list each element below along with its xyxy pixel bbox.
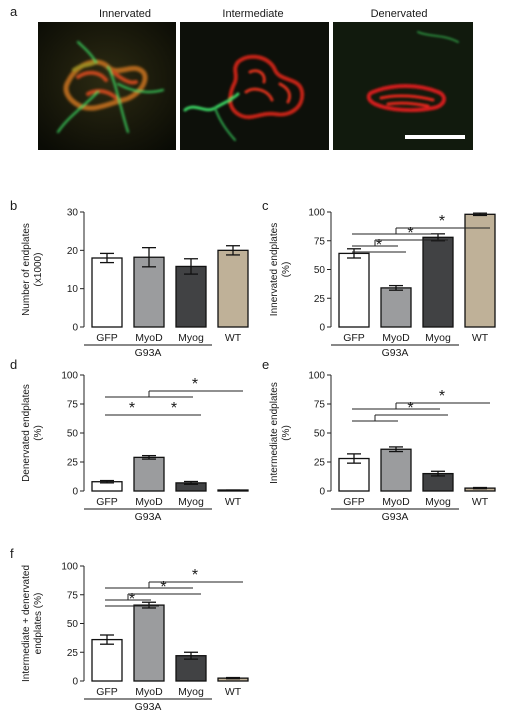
group-label-f: G93A [135,701,162,713]
category-label-f-3: WT [225,686,242,698]
scale-bar [405,135,465,139]
category-label-e-1: MyoD [382,496,410,508]
panel-letter-e: e [262,357,269,372]
y-axis-label-c-1: (%) [281,262,292,278]
y-tick-label-b-30: 30 [67,208,79,219]
y-tick-label-d-0: 0 [72,487,78,498]
y-tick-label-d-25: 25 [67,458,79,469]
bar-d-myod [133,456,165,492]
category-label-d-0: GFP [96,496,118,508]
bar-b-gfp [91,257,123,328]
group-label-c: G93A [382,347,409,359]
y-tick-label-b-0: 0 [72,323,78,334]
panel-letter-d: d [10,357,17,372]
y-tick-label-d-50: 50 [67,429,79,440]
y-axis-label-d-1: (%) [33,425,44,441]
y-axis-label-b-1: (x1000) [33,253,44,287]
category-label-c-1: MyoD [382,332,410,344]
category-label-c-2: Myog [425,332,451,344]
bar-f-myod [133,604,165,682]
category-label-d-2: Myog [178,496,204,508]
significance-star-d-0: * [129,400,135,417]
y-tick-label-e-75: 75 [314,400,326,411]
category-label-f-0: GFP [96,686,118,698]
group-label-b: G93A [135,347,162,359]
significance-star-d-2: * [192,376,198,393]
bar-f-myog [175,655,207,682]
y-tick-label-f-75: 75 [67,590,79,601]
y-tick-label-c-25: 25 [314,294,326,305]
significance-star-c-2: * [439,213,445,230]
y-tick-label-b-10: 10 [67,284,79,295]
bar-c-gfp [338,252,370,328]
panel-letter-f: f [10,546,14,561]
bar-e-myod [380,448,412,492]
panel-letter-c: c [262,198,269,213]
category-label-d-1: MyoD [135,496,163,508]
y-tick-label-d-75: 75 [67,400,79,411]
y-axis-label-d-0: Denervated endplates [21,384,32,482]
y-tick-label-c-75: 75 [314,236,326,247]
y-tick-label-d-100: 100 [61,371,78,382]
bar-c-myod [380,287,412,328]
y-tick-label-f-50: 50 [67,619,79,630]
bar-c-wt [464,213,496,328]
bar-f-gfp [91,638,123,682]
category-label-b-1: MyoD [135,332,163,344]
category-label-f-2: Myog [178,686,204,698]
y-tick-label-c-100: 100 [308,208,325,219]
significance-star-d-1: * [171,400,177,417]
y-tick-label-f-0: 0 [72,677,78,688]
significance-star-e-1: * [439,388,445,405]
group-label-d: G93A [135,511,162,523]
bar-b-myod [133,256,165,328]
y-tick-label-e-50: 50 [314,429,326,440]
category-label-b-0: GFP [96,332,118,344]
category-label-b-2: Myog [178,332,204,344]
micrograph-denervated [333,22,473,150]
y-tick-label-e-100: 100 [308,371,325,382]
category-label-f-1: MyoD [135,686,163,698]
y-tick-label-f-100: 100 [61,562,78,573]
y-tick-label-c-0: 0 [319,323,325,334]
micrograph-label-denervated: Denervated [370,8,428,20]
significance-star-f-2: * [192,567,198,584]
micrograph-label-innervated: Innervated [99,8,151,20]
bar-b-wt [217,249,249,328]
bar-b-myog [175,265,207,328]
y-axis-label-f-0: Intermediate + denervated [21,565,32,682]
y-tick-label-e-0: 0 [319,487,325,498]
y-tick-label-b-20: 20 [67,246,79,257]
y-tick-label-e-25: 25 [314,458,326,469]
bar-c-myog [422,236,454,328]
category-label-c-3: WT [472,332,489,344]
group-label-e: G93A [382,511,409,523]
category-label-e-0: GFP [343,496,365,508]
panel-letter-b: b [10,198,17,213]
y-axis-label-f-1: endplates (%) [33,593,44,655]
y-axis-label-b-0: Number of endplates [21,223,32,316]
micrograph-innervated [38,22,176,150]
micrograph-intermediate [180,22,329,150]
category-label-c-0: GFP [343,332,365,344]
category-label-b-3: WT [225,332,242,344]
category-label-d-3: WT [225,496,242,508]
y-axis-label-e-0: Intermediate endplates [269,382,280,484]
y-axis-label-c-0: Innervated endplates [269,223,280,316]
category-label-e-3: WT [472,496,489,508]
panel-letter-a: a [10,4,18,19]
y-tick-label-c-50: 50 [314,265,326,276]
micrograph-label-intermediate: Intermediate [222,8,284,20]
category-label-e-2: Myog [425,496,451,508]
y-tick-label-f-25: 25 [67,648,79,659]
y-axis-label-e-1: (%) [281,425,292,441]
